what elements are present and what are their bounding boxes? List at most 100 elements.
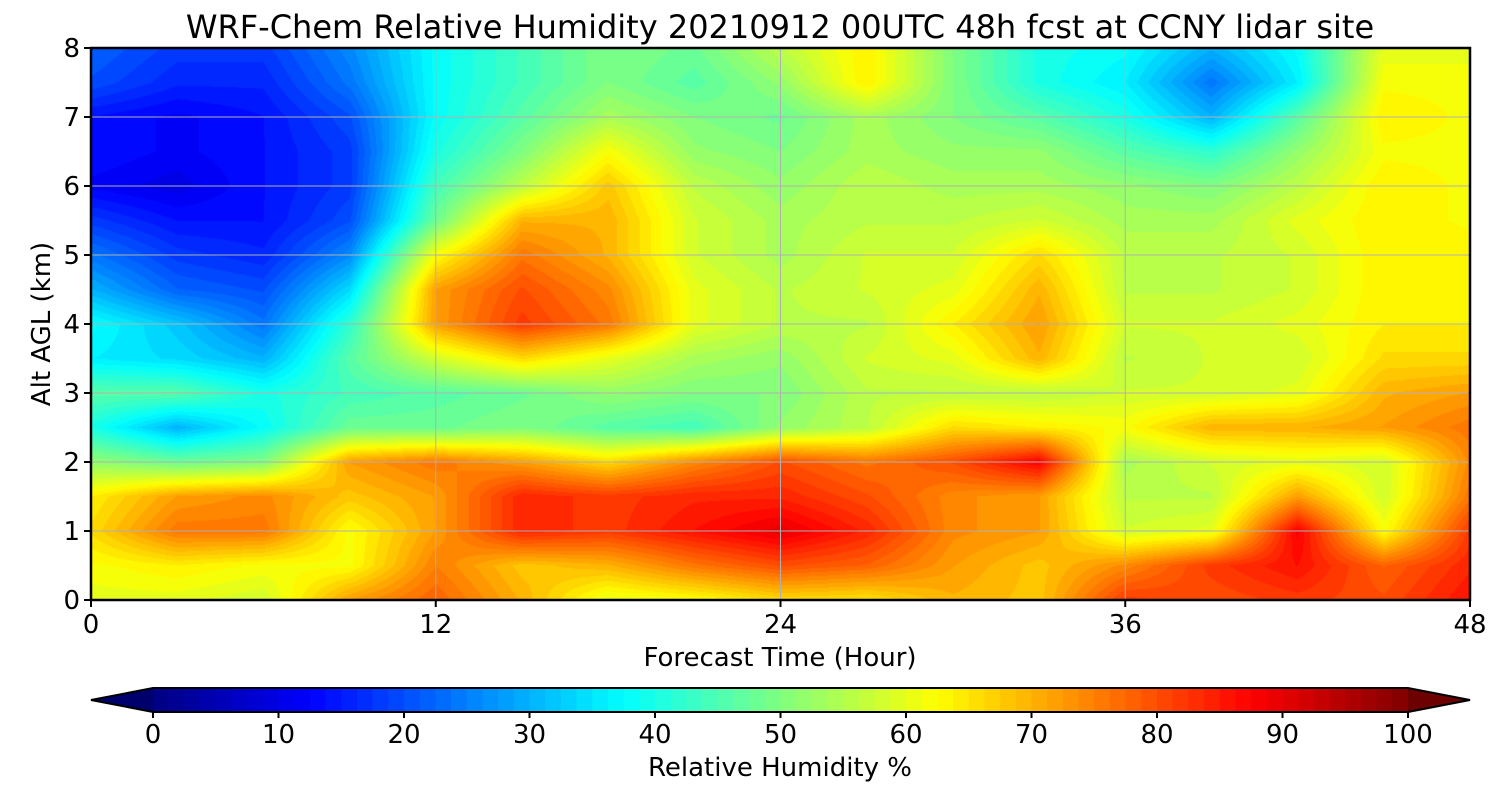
- x-tick-label: 12: [419, 610, 452, 640]
- colorbar-segment: [686, 688, 703, 712]
- y-tick-label: 1: [63, 517, 80, 547]
- colorbar-segment: [498, 688, 515, 712]
- colorbar-segment: [858, 688, 876, 712]
- colorbar-segment: [404, 688, 421, 712]
- colorbar-segment: [231, 688, 248, 712]
- colorbar-segment: [717, 688, 735, 712]
- colorbar-segment: [184, 688, 201, 712]
- colorbar-segment: [576, 688, 593, 712]
- x-tick-label: 0: [83, 610, 100, 640]
- colorbar-segment: [372, 688, 389, 712]
- colorbar-segment: [921, 688, 938, 712]
- colorbar-segment: [1157, 688, 1174, 712]
- colorbar-segment: [215, 688, 233, 712]
- y-tick-label: 0: [63, 586, 80, 616]
- colorbar-segment: [1282, 688, 1299, 712]
- x-tick-label: 48: [1453, 610, 1486, 640]
- colorbar-segment: [1235, 688, 1252, 712]
- colorbar-segment: [1015, 688, 1033, 712]
- colorbar-segment: [906, 688, 923, 712]
- colorbar-segment: [639, 688, 656, 712]
- colorbar-segment: [1251, 688, 1268, 712]
- colorbar-segment: [1313, 688, 1331, 712]
- colorbar-segment: [451, 688, 468, 712]
- colorbar-segment: [529, 688, 546, 712]
- colorbar-segment: [1298, 688, 1315, 712]
- colorbar-segment: [874, 688, 891, 712]
- colorbar-segment: [953, 688, 970, 712]
- colorbar-segment: [388, 688, 405, 712]
- colorbar-segment: [341, 688, 358, 712]
- gridlines: [91, 48, 1470, 600]
- colorbar-segment: [937, 688, 954, 712]
- colorbar-segment: [655, 688, 672, 712]
- colorbar-tick-label: 100: [1383, 720, 1433, 750]
- y-tick-label: 6: [63, 172, 80, 202]
- colorbar-segment: [607, 688, 625, 712]
- colorbar-segment: [325, 688, 342, 712]
- colorbar-segment: [890, 688, 907, 712]
- colorbar-segment: [1345, 688, 1362, 712]
- colorbar-label: Relative Humidity %: [648, 753, 912, 783]
- colorbar-segment: [309, 688, 327, 712]
- colorbar-segment: [560, 688, 578, 712]
- colorbar-segment: [1392, 688, 1409, 712]
- y-tick-label: 8: [63, 34, 80, 64]
- chart-title: WRF-Chem Relative Humidity 20210912 00UT…: [186, 8, 1374, 46]
- x-tick-label: 36: [1109, 610, 1142, 640]
- y-tick-label: 2: [63, 448, 80, 478]
- y-tick-label: 7: [63, 103, 80, 133]
- colorbar-segment: [623, 688, 640, 712]
- colorbar-segment: [153, 688, 170, 712]
- colorbar-segment: [1329, 688, 1346, 712]
- colorbar-segment: [1266, 688, 1284, 712]
- colorbar-tick-label: 20: [387, 720, 420, 750]
- x-axis-label: Forecast Time (Hour): [643, 643, 916, 673]
- colorbar: 0 10 20 30 40 50 60 70 80 90 100: [90, 687, 1471, 750]
- colorbar-segment: [1204, 688, 1221, 712]
- colorbar-segment: [356, 688, 374, 712]
- colorbar-segment: [1219, 688, 1237, 712]
- colorbar-segment: [200, 688, 217, 712]
- y-axis-label: Alt AGL (km): [27, 242, 57, 406]
- y-tick-label: 4: [63, 310, 80, 340]
- colorbar-segment: [168, 688, 185, 712]
- colorbar-segment: [1062, 688, 1080, 712]
- colorbar-segment: [764, 688, 782, 712]
- colorbar-tick-label: 40: [638, 720, 671, 750]
- colorbar-segment: [670, 688, 687, 712]
- colorbar-segment: [1188, 688, 1205, 712]
- colorbar-segment: [466, 688, 484, 712]
- colorbar-segment: [513, 688, 531, 712]
- colorbar-segment: [1109, 688, 1127, 712]
- colorbar-segment: [592, 688, 609, 712]
- colorbar-tick-label: 50: [764, 720, 797, 750]
- colorbar-tick-label: 30: [513, 720, 546, 750]
- colorbar-tick-label: 80: [1140, 720, 1173, 750]
- colorbar-segment: [1172, 688, 1189, 712]
- colorbar-segment: [419, 688, 436, 712]
- colorbar-segment: [1141, 688, 1158, 712]
- colorbar-segment: [1094, 688, 1111, 712]
- colorbar-segment: [294, 688, 311, 712]
- colorbar-segment: [1047, 688, 1064, 712]
- colorbar-segment: [1125, 688, 1142, 712]
- colorbar-tick-label: 60: [889, 720, 922, 750]
- colorbar-segment: [435, 688, 452, 712]
- colorbar-tick-label: 0: [145, 720, 162, 750]
- colorbar-segment: [262, 688, 280, 712]
- colorbar-segment: [811, 688, 829, 712]
- colorbar-segment: [1360, 688, 1378, 712]
- colorbar-segment: [780, 688, 797, 712]
- colorbar-tick-label: 10: [262, 720, 295, 750]
- colorbar-segment: [247, 688, 264, 712]
- colorbar-segment: [733, 688, 750, 712]
- colorbar-segment: [278, 688, 295, 712]
- colorbar-segment: [749, 688, 766, 712]
- colorbar-segment: [968, 688, 986, 712]
- colorbar-segment: [843, 688, 860, 712]
- x-tick-label: 24: [764, 610, 797, 640]
